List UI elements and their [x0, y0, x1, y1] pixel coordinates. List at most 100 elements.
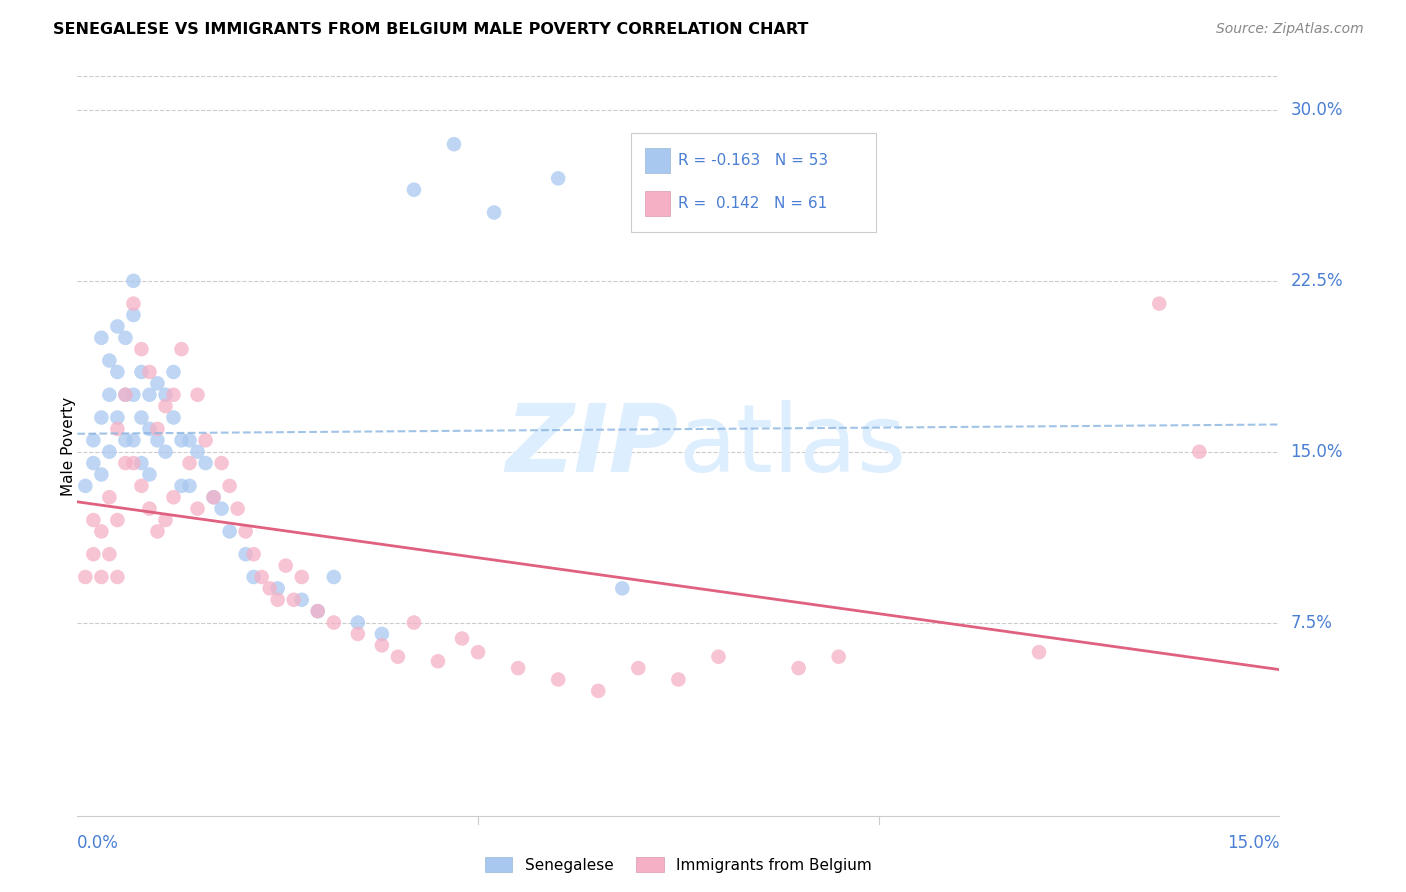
- Point: [98, 353, 121, 368]
- Point: [211, 456, 233, 470]
- Point: [138, 388, 160, 402]
- Point: [90, 570, 112, 584]
- Point: [179, 479, 201, 493]
- Point: [482, 205, 505, 219]
- Point: [186, 444, 209, 458]
- Point: [90, 410, 112, 425]
- Point: [194, 456, 217, 470]
- Point: [267, 582, 290, 596]
- Point: [155, 388, 177, 402]
- Point: [90, 467, 112, 482]
- Point: [307, 604, 329, 618]
- Point: [90, 331, 112, 345]
- Point: [194, 434, 217, 448]
- Point: [162, 365, 184, 379]
- Point: [402, 615, 425, 630]
- Point: [226, 501, 249, 516]
- Text: 15.0%: 15.0%: [1291, 442, 1343, 460]
- Point: [291, 570, 314, 584]
- Y-axis label: Male Poverty: Male Poverty: [62, 396, 76, 496]
- Point: [250, 570, 273, 584]
- Point: [146, 422, 169, 436]
- Point: [427, 654, 450, 668]
- Point: [202, 490, 225, 504]
- Point: [371, 627, 394, 641]
- Point: [211, 501, 233, 516]
- Point: [467, 645, 489, 659]
- Point: [107, 410, 129, 425]
- Point: [307, 604, 329, 618]
- Point: [122, 296, 145, 310]
- Point: [138, 501, 160, 516]
- Point: [267, 592, 290, 607]
- Point: [347, 627, 370, 641]
- Point: [107, 570, 129, 584]
- Point: [98, 444, 121, 458]
- Point: [146, 376, 169, 391]
- Point: [612, 582, 634, 596]
- Point: [387, 649, 409, 664]
- Point: [1028, 645, 1050, 659]
- Point: [508, 661, 530, 675]
- Point: [98, 490, 121, 504]
- Point: [122, 434, 145, 448]
- Point: [155, 444, 177, 458]
- Point: [114, 388, 136, 402]
- Point: [114, 456, 136, 470]
- Text: 15.0%: 15.0%: [1227, 834, 1279, 853]
- Point: [179, 456, 201, 470]
- Point: [668, 673, 690, 687]
- Point: [402, 183, 425, 197]
- Point: [131, 479, 153, 493]
- Point: [828, 649, 851, 664]
- Point: [138, 365, 160, 379]
- Point: [1188, 444, 1211, 458]
- Point: [98, 547, 121, 561]
- Point: [131, 342, 153, 356]
- Point: [75, 479, 97, 493]
- Point: [787, 661, 810, 675]
- Point: [114, 434, 136, 448]
- Point: [588, 684, 610, 698]
- Point: [235, 524, 257, 539]
- Point: [202, 490, 225, 504]
- Point: [162, 490, 184, 504]
- Point: [443, 137, 465, 152]
- Point: [155, 513, 177, 527]
- Point: [170, 434, 193, 448]
- Point: [122, 308, 145, 322]
- Text: Source: ZipAtlas.com: Source: ZipAtlas.com: [1216, 22, 1364, 37]
- Point: [131, 365, 153, 379]
- Point: [179, 434, 201, 448]
- Point: [170, 342, 193, 356]
- Point: [235, 547, 257, 561]
- Point: [347, 615, 370, 630]
- Point: [114, 331, 136, 345]
- Point: [707, 649, 730, 664]
- Point: [122, 388, 145, 402]
- Text: 30.0%: 30.0%: [1291, 101, 1343, 119]
- Point: [283, 592, 305, 607]
- Point: [82, 434, 104, 448]
- Text: R =  0.142   N = 61: R = 0.142 N = 61: [679, 196, 828, 211]
- Text: SENEGALESE VS IMMIGRANTS FROM BELGIUM MALE POVERTY CORRELATION CHART: SENEGALESE VS IMMIGRANTS FROM BELGIUM MA…: [53, 22, 808, 37]
- Point: [170, 479, 193, 493]
- Point: [242, 570, 264, 584]
- Point: [90, 524, 112, 539]
- Point: [547, 673, 569, 687]
- Text: 0.0%: 0.0%: [77, 834, 120, 853]
- Point: [547, 171, 569, 186]
- Point: [107, 422, 129, 436]
- Point: [107, 513, 129, 527]
- Point: [82, 547, 104, 561]
- Point: [218, 524, 240, 539]
- Text: R = -0.163   N = 53: R = -0.163 N = 53: [679, 153, 828, 168]
- Point: [107, 365, 129, 379]
- Point: [146, 524, 169, 539]
- Point: [274, 558, 297, 573]
- Point: [131, 456, 153, 470]
- Text: atlas: atlas: [679, 400, 907, 492]
- Point: [162, 410, 184, 425]
- Point: [218, 479, 240, 493]
- Point: [451, 632, 474, 646]
